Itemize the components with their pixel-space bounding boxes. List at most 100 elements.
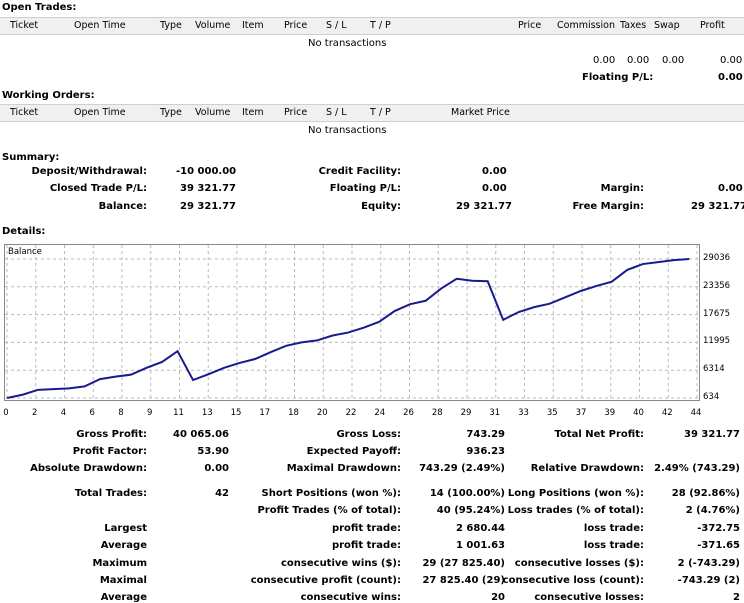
col-tp: T / P <box>370 20 391 31</box>
stat-r5-c5: -743.29 (2) <box>677 575 740 586</box>
stat-r0-c5: 28 (92.86%) <box>671 488 740 499</box>
x-tick-label: 6 <box>89 408 95 418</box>
col-tp: T / P <box>370 107 391 118</box>
stat-r4-c3: 29 (27 825.40) <box>422 557 505 569</box>
balance-value: 29 321.77 <box>180 201 236 212</box>
stat-r2-c0: Absolute Drawdown: <box>30 463 147 474</box>
stat-r4-c0: Maximum <box>92 557 147 569</box>
x-tick-label: 44 <box>690 408 702 418</box>
stat-r2-c1: 0.00 <box>204 463 229 474</box>
x-tick-label: 31 <box>489 408 501 418</box>
col-item: Item <box>242 20 264 31</box>
stat-r3-c2: profit trade: <box>331 540 401 552</box>
chart-legend: Balance <box>8 247 42 257</box>
y-tick-label: 6314 <box>703 364 725 375</box>
stat-r2-c5: -372.75 <box>697 522 740 534</box>
x-tick-label: 18 <box>288 408 299 418</box>
deposit-label: Deposit/Withdrawal: <box>31 166 147 177</box>
free-margin-value: 29 321.77 <box>691 201 744 212</box>
closed-label: Closed Trade P/L: <box>49 183 147 194</box>
x-tick-label: 42 <box>661 408 673 418</box>
stat-r0-c5: 39 321.77 <box>684 429 740 440</box>
working-orders-title: Working Orders: <box>2 90 95 101</box>
x-tick-label: 9 <box>147 408 153 418</box>
stat-r0-c3: 14 (100.00%) <box>429 488 505 499</box>
x-tick-label: 35 <box>546 408 558 418</box>
stat-r1-c4: Loss trades (% of total): <box>507 505 644 517</box>
working-orders-header: Ticket Open Time Type Volume Item Price … <box>0 104 744 122</box>
stat-r1-c2: Profit Trades (% of total): <box>257 505 401 517</box>
x-tick-label: 29 <box>460 408 472 418</box>
stat-r1-c5: 2 (4.76%) <box>685 505 740 517</box>
y-tick-label: 29036 <box>703 253 731 263</box>
stat-r6-c2: consecutive wins: <box>300 592 401 603</box>
y-tick-label: 634 <box>703 392 720 402</box>
stat-r1-c3: 40 (95.24%) <box>436 505 505 517</box>
stat-r0-c3: 743.29 <box>466 429 505 440</box>
stat-r1-c0: Profit Factor: <box>72 446 147 457</box>
closed-value: 39 321.77 <box>180 183 236 194</box>
summary-floating-value: 0.00 <box>482 183 507 194</box>
stat-r0-c4: Total Net Profit: <box>554 429 644 440</box>
stat-r1-c3: 936.23 <box>466 446 505 457</box>
col-taxes: Taxes <box>620 20 647 31</box>
col-price-2: Price <box>518 20 542 31</box>
stat-r6-c0: Average <box>100 592 147 603</box>
working-orders-empty: No transactions <box>308 125 387 136</box>
stat-r2-c3: 743.29 (2.49%) <box>419 463 505 474</box>
open-trades-header: Ticket Open Time Type Volume Item Price … <box>0 17 744 35</box>
summary-floating-label: Floating P/L: <box>329 183 401 194</box>
stat-r2-c3: 2 680.44 <box>455 522 505 534</box>
col-volume: Volume <box>195 20 231 31</box>
y-tick-label: 17675 <box>703 308 731 319</box>
margin-label: Margin: <box>600 183 644 194</box>
x-tick-label: 17 <box>259 408 271 418</box>
x-tick-label: 37 <box>575 408 587 418</box>
y-tick-label: 11995 <box>703 336 731 347</box>
stat-r2-c4: Relative Drawdown: <box>530 463 644 474</box>
stat-r3-c0: Average <box>100 540 147 552</box>
stat-r4-c5: 2 (-743.29) <box>677 557 740 569</box>
stat-r3-c3: 1 001.63 <box>455 540 505 552</box>
equity-label: Equity: <box>361 201 401 212</box>
col-profit: Profit <box>700 20 725 31</box>
stat-r0-c0: Gross Profit: <box>76 429 147 440</box>
x-tick-label: 15 <box>230 408 242 418</box>
stat-r0-c4: Long Positions (won %): <box>507 488 644 499</box>
col-ticket: Ticket <box>10 20 39 31</box>
x-tick-label: 40 <box>633 408 644 418</box>
col-price: Price <box>284 20 308 31</box>
x-tick-label: 13 <box>201 408 213 418</box>
credit-value: 0.00 <box>482 166 507 177</box>
col-sl: S / L <box>326 107 347 118</box>
x-tick-label: 2 <box>32 408 38 418</box>
balance-chart-svg <box>5 245 699 400</box>
x-tick-label: 28 <box>431 408 443 418</box>
stat-r5-c3: 27 825.40 (29) <box>422 575 505 586</box>
x-tick-label: 0 <box>3 408 9 418</box>
free-margin-label: Free Margin: <box>572 201 644 212</box>
stat-r3-c4: loss trade: <box>583 540 644 552</box>
stat-r5-c2: consecutive profit (count): <box>250 575 401 586</box>
total-profit: 0.00 <box>720 55 743 66</box>
x-tick-label: 4 <box>60 408 67 418</box>
stat-r1-c2: Expected Payoff: <box>306 446 401 457</box>
stat-r6-c4: consecutive losses: <box>534 592 644 603</box>
x-tick-label: 24 <box>374 408 386 418</box>
y-tick-label: 23356 <box>703 280 731 291</box>
col-type: Type <box>160 20 182 31</box>
open-floating-value: 0.00 <box>718 72 743 83</box>
x-tick-label: 22 <box>345 408 357 418</box>
total-taxes: 0.00 <box>627 55 650 66</box>
col-open-time: Open Time <box>74 20 126 31</box>
balance-label: Balance: <box>98 201 147 212</box>
stat-r4-c4: consecutive losses ($): <box>514 557 644 569</box>
col-market-price: Market Price <box>451 107 510 118</box>
col-item: Item <box>242 107 264 118</box>
x-tick-label: 8 <box>118 408 124 418</box>
balance-chart: Balance <box>4 244 700 401</box>
stat-r4-c2: consecutive wins ($): <box>280 557 401 569</box>
stat-r2-c5: 2.49% (743.29) <box>654 463 740 474</box>
stat-r5-c4: consecutive loss (count): <box>502 575 644 586</box>
stat-r2-c0: Largest <box>104 522 147 534</box>
